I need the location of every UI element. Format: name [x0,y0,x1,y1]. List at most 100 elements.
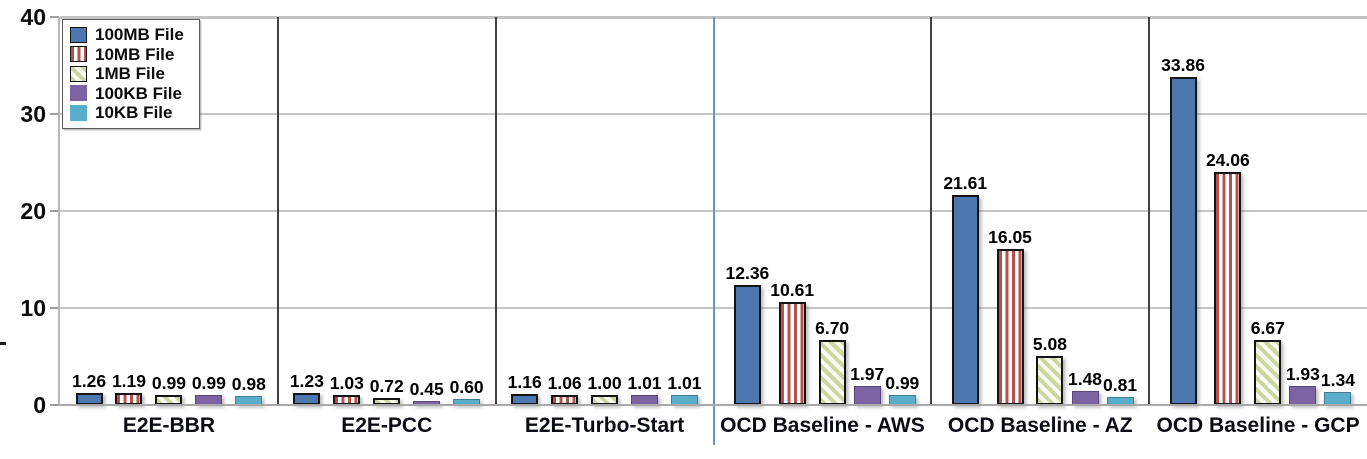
bar-series-1 [951,195,979,405]
legend-item-2: 10MB File [70,45,191,65]
bar-series-3 [1254,340,1282,405]
category-label-4: OCD Baseline - AWS [720,414,925,437]
group-separator [930,17,933,406]
bar-series-1 [75,392,103,405]
bar-value-label: 5.08 [1032,333,1067,354]
bar-value-label: 21.61 [943,173,988,194]
bar-wrap: 1.97 [850,363,885,405]
legend-label: 10KB File [95,103,173,123]
bar-value-label: 1.19 [111,371,146,392]
bar-series-1 [733,285,761,405]
y-tick-20 [50,210,59,212]
bar-wrap: 0.72 [370,377,404,405]
bar-wrap: 1.34 [1321,371,1355,405]
bar-group-2: 1.23 1.03 0.72 0.45 0.60 [278,17,496,405]
bar-wrap: 1.26 [72,371,106,405]
bar-wrap: 0.45 [409,378,444,405]
group-separator [1148,17,1151,406]
bar-series-1 [511,393,539,405]
group-separator [494,17,497,406]
bar-wrap: 1.48 [1067,368,1103,405]
bar-wrap: 1.01 [627,373,662,405]
category-label-6: OCD Baseline - GCP [1156,414,1360,437]
legend-swatch-icon [70,65,87,82]
group-separator-accent [712,17,715,445]
legend-label: 100KB File [95,83,182,103]
bar-wrap: 0.99 [885,374,919,405]
y-tick-30 [50,113,59,115]
bar-wrap: 33.86 [1161,54,1205,405]
bar-value-label: 6.70 [815,318,850,339]
bar-group-5: 21.61 16.05 5.08 1.48 0.81 [931,17,1149,405]
legend-item-5: 10KB File [70,103,191,123]
bar-series-2 [778,302,806,405]
bar-group-3: 1.16 1.06 1.00 1.01 1.01 [496,17,714,405]
bar-value-label: 12.36 [725,263,770,284]
bar-value-label: 0.99 [885,373,920,394]
legend: 100MB File 10MB File 1MB File 100KB File 10K… [62,19,200,129]
y-tick-0 [50,404,59,406]
bar-value-label: 1.34 [1320,370,1355,391]
bar-value-label: 0.72 [369,376,404,397]
legend-label: 1MB File [95,64,165,84]
category-label-1: E2E-BBR [122,414,215,437]
bar-wrap: 1.01 [667,374,701,405]
bar-wrap: 6.70 [815,319,849,405]
bar-wrap: 0.99 [192,374,226,405]
bar-value-label: 1.97 [850,363,885,384]
legend-swatch-icon [70,85,87,102]
legend-label: 100MB File [95,25,184,45]
bar-value-label: 10.61 [770,280,815,301]
legend-swatch-icon [70,46,87,63]
y-axis-label-40: 40 [20,4,46,30]
bar-value-label: 1.01 [667,373,702,394]
y-axis-label-30: 30 [20,101,46,127]
category-label-2: E2E-PCC [341,414,433,437]
legend-item-4: 100KB File [70,84,191,104]
legend-item-1: 100MB File [70,25,191,45]
bar-value-label: 1.23 [289,371,324,392]
bar-value-label: 16.05 [988,227,1032,248]
bar-value-label: 1.01 [627,373,662,394]
bar-wrap: 0.81 [1103,376,1137,405]
bar-value-label: 1.00 [587,373,622,394]
y-axis-label-20: 20 [20,198,46,224]
bar-value-label: 0.45 [409,378,444,399]
bar-wrap: 1.16 [507,371,542,405]
bar-wrap: 0.99 [152,374,186,405]
bar-wrap: 6.67 [1251,319,1285,405]
bar-series-4 [1071,390,1099,405]
bar-wrap: 16.05 [988,228,1032,405]
bar-value-label: 0.60 [449,377,484,398]
y-tick-40 [50,16,59,18]
bar-series-2 [996,249,1024,405]
bar-wrap: 21.61 [943,174,987,405]
x-axis-line [58,404,1367,406]
bar-wrap: 5.08 [1032,333,1067,405]
bar-wrap: 1.06 [547,372,582,405]
bar-value-label: 1.93 [1285,364,1320,385]
legend-swatch-icon [70,104,87,121]
bar-series-1 [1169,76,1197,405]
bar-series-4 [853,385,881,405]
bar-wrap: 10.61 [770,281,814,405]
bar-value-label: 33.86 [1161,54,1205,75]
legend-item-3: 1MB File [70,64,191,84]
category-label-3: E2E-Turbo-Start [524,414,685,437]
bar-wrap: 1.19 [112,372,146,405]
y-axis-label-0: 0 [33,392,46,418]
bar-value-label: 1.06 [547,372,582,393]
bar-series-3 [1036,355,1064,405]
bar-value-label: 1.16 [507,371,542,392]
bar-wrap: 0.60 [450,378,484,405]
bar-series-2 [551,394,579,405]
category-label-5: OCD Baseline - AZ [947,414,1133,437]
bar-group-4: 12.36 10.61 6.70 1.97 0.99 [714,17,932,405]
bar-wrap: 1.23 [290,372,324,405]
bar-value-label: 0.99 [191,373,226,394]
bar-wrap: 1.93 [1286,365,1320,405]
bar-wrap: 1.03 [330,374,364,405]
bar-value-label: 1.03 [329,373,364,394]
group-separator [276,17,279,406]
bar-value-label: 1.48 [1067,368,1103,389]
